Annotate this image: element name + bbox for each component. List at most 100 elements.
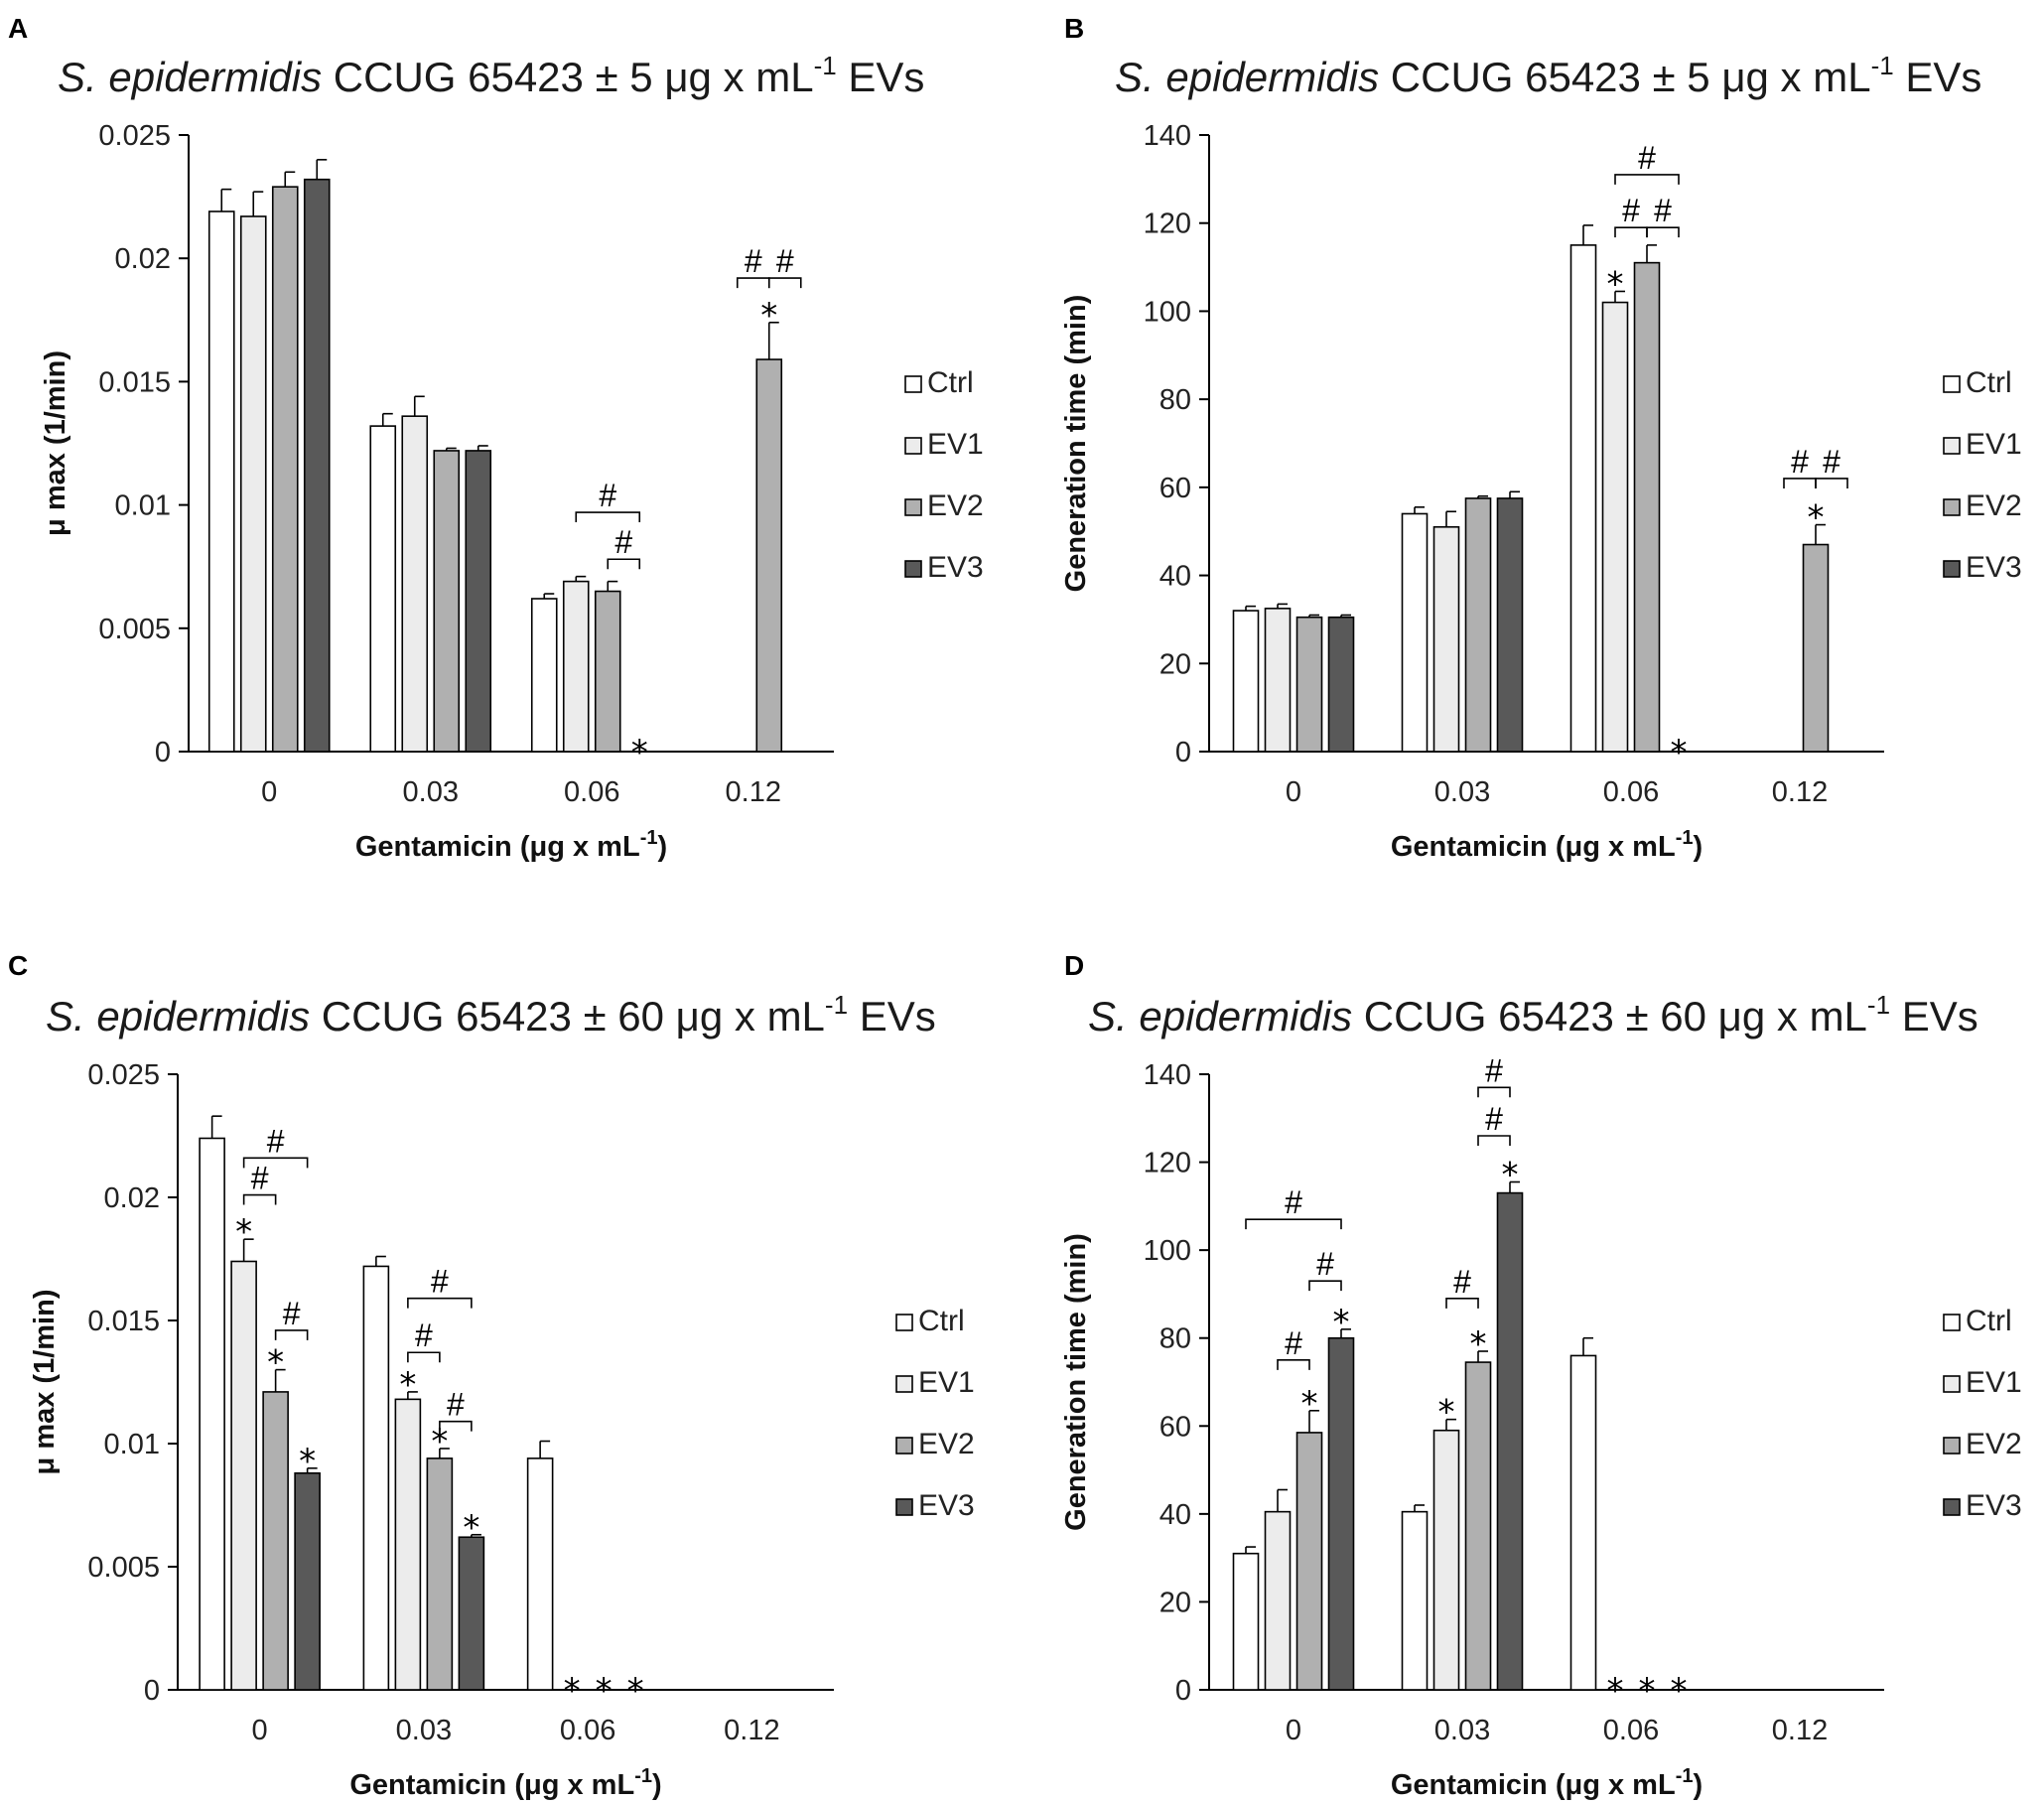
comparison-hash: #	[1823, 444, 1840, 480]
bar-ctrl	[1401, 512, 1429, 753]
comparison-bracket	[1477, 1135, 1511, 1146]
comparison-hash: #	[415, 1318, 433, 1353]
significance-star: *	[431, 1422, 448, 1461]
title-italic: S. epidermidis	[58, 54, 322, 100]
y-tick-label: 60	[1159, 473, 1191, 504]
significance-star: *	[1301, 1384, 1318, 1424]
bar-ev1	[1432, 525, 1460, 753]
chart-title: S. epidermidis CCUG 65423 ± 5 μg x mL-1 …	[58, 51, 924, 100]
significance-star: *	[463, 1508, 479, 1548]
bar-ev3	[465, 450, 492, 753]
comparison-hash: #	[599, 478, 616, 513]
significance-star: *	[1470, 1324, 1487, 1364]
bar-ev1	[230, 1260, 257, 1691]
panel-d: DS. epidermidis CCUG 65423 ± 60 μg x mL-…	[1060, 950, 2022, 1801]
significance-star: *	[1671, 1671, 1688, 1711]
legend-label: EV2	[1966, 489, 2022, 522]
bar-ev3	[303, 178, 331, 753]
y-axis-label: Generation time (min)	[1060, 1233, 1092, 1531]
bar-ev3	[458, 1536, 485, 1691]
comparison-bracket	[439, 1420, 473, 1432]
bar-ev2	[1464, 1361, 1492, 1691]
legend-label: Ctrl	[1966, 1305, 2012, 1337]
x-tick-label: 0.03	[396, 1715, 452, 1746]
bar-ctrl	[1232, 1552, 1260, 1691]
y-tick-label: 100	[1144, 296, 1191, 328]
comparison-bracket	[242, 1193, 277, 1205]
legend-label: EV2	[927, 489, 984, 522]
significance-star: *	[299, 1442, 316, 1481]
y-tick-label: 0.025	[98, 120, 171, 152]
bar-ctrl	[362, 1265, 390, 1691]
x-axis-label: Gentamicin (μg x mL-1)	[355, 827, 667, 863]
y-tick-label: 0.01	[104, 1429, 160, 1460]
y-axis-label: μ max (1/min)	[40, 350, 71, 536]
legend-swatch-ev2	[1943, 498, 1961, 516]
y-tick-label: 0	[1175, 1675, 1191, 1707]
panel-letter: B	[1064, 13, 1084, 44]
comparison-bracket	[274, 1329, 309, 1340]
comparison-bracket	[1783, 478, 1817, 488]
title-superscript: -1	[814, 51, 837, 80]
legend-swatch-ev3	[904, 560, 922, 578]
legend: Ctrl EV1 EV2 EV3	[1943, 1305, 2022, 1522]
significance-star: *	[1502, 1156, 1519, 1195]
title-superscript: -1	[1871, 51, 1894, 80]
y-tick-label: 80	[1159, 384, 1191, 416]
y-tick-label: 140	[1144, 120, 1191, 152]
significance-star: *	[627, 1671, 644, 1711]
comparison-hash: #	[1622, 193, 1640, 228]
y-axis-label: Generation time (min)	[1060, 295, 1092, 593]
x-axis-label: Gentamicin (μg x mL-1)	[1391, 827, 1703, 863]
x-tick-label: 0.06	[564, 776, 619, 808]
x-label-tail: )	[657, 831, 667, 863]
x-label-tail: )	[1693, 1769, 1703, 1801]
legend-swatch-ev3	[1943, 1498, 1961, 1516]
comparison-bracket	[1445, 1298, 1479, 1309]
bar-ev2	[1633, 261, 1661, 753]
comparison-hash: #	[1791, 444, 1809, 480]
chart-title: S. epidermidis CCUG 65423 ± 5 μg x mL-1 …	[1115, 51, 1981, 100]
legend-swatch-ev3	[1943, 560, 1961, 578]
bar-ev2	[1802, 543, 1830, 753]
bar-ev3	[294, 1471, 321, 1691]
bar-ev2	[755, 358, 783, 753]
comparison-hash: #	[283, 1296, 301, 1331]
legend-label: EV1	[918, 1366, 975, 1399]
x-tick-label: 0.12	[724, 1715, 779, 1746]
title-tail: EVs	[837, 54, 925, 100]
bar-ev3	[1327, 1336, 1355, 1691]
legend: Ctrl EV1 EV2 EV3	[904, 366, 984, 584]
panel-letter: A	[8, 13, 28, 44]
title-tail: EVs	[1890, 993, 1978, 1040]
significance-star: *	[267, 1343, 284, 1383]
legend-swatch-ev1	[1943, 437, 1961, 455]
legend-swatch-ctrl	[904, 375, 922, 393]
comparison-hash: #	[267, 1123, 285, 1159]
comparison-hash: #	[1285, 1325, 1302, 1361]
title-italic: S. epidermidis	[1088, 993, 1352, 1040]
bar-ev1	[1432, 1429, 1460, 1691]
bar-ev2	[594, 590, 621, 753]
bar-ctrl	[199, 1137, 225, 1691]
title-main: CCUG 65423 ± 5 μg x mL	[1379, 54, 1870, 100]
legend-swatch-ev2	[895, 1437, 913, 1455]
y-tick-label: 0	[155, 737, 171, 768]
bar-ev2	[1464, 497, 1492, 753]
y-tick-label: 40	[1159, 561, 1191, 593]
y-tick-label: 0.025	[87, 1059, 160, 1091]
bar-ctrl	[530, 598, 558, 753]
x-tick-label: 0.03	[1434, 776, 1490, 808]
y-tick-label: 120	[1144, 208, 1191, 240]
bar-ev1	[394, 1398, 422, 1691]
comparison-hash: #	[614, 524, 632, 560]
y-tick-label: 20	[1159, 648, 1191, 680]
x-tick-label: 0	[1286, 776, 1301, 808]
x-axis-label: Gentamicin (μg x mL-1)	[1391, 1765, 1703, 1801]
significance-star: *	[1333, 1303, 1350, 1342]
legend-label: EV1	[927, 428, 984, 461]
legend-label: Ctrl	[1966, 366, 2012, 399]
legend-swatch-ev1	[895, 1375, 913, 1393]
comparison-hash: #	[1485, 1101, 1503, 1137]
